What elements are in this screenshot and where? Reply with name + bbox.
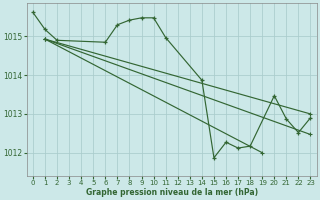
X-axis label: Graphe pression niveau de la mer (hPa): Graphe pression niveau de la mer (hPa) [86,188,258,197]
